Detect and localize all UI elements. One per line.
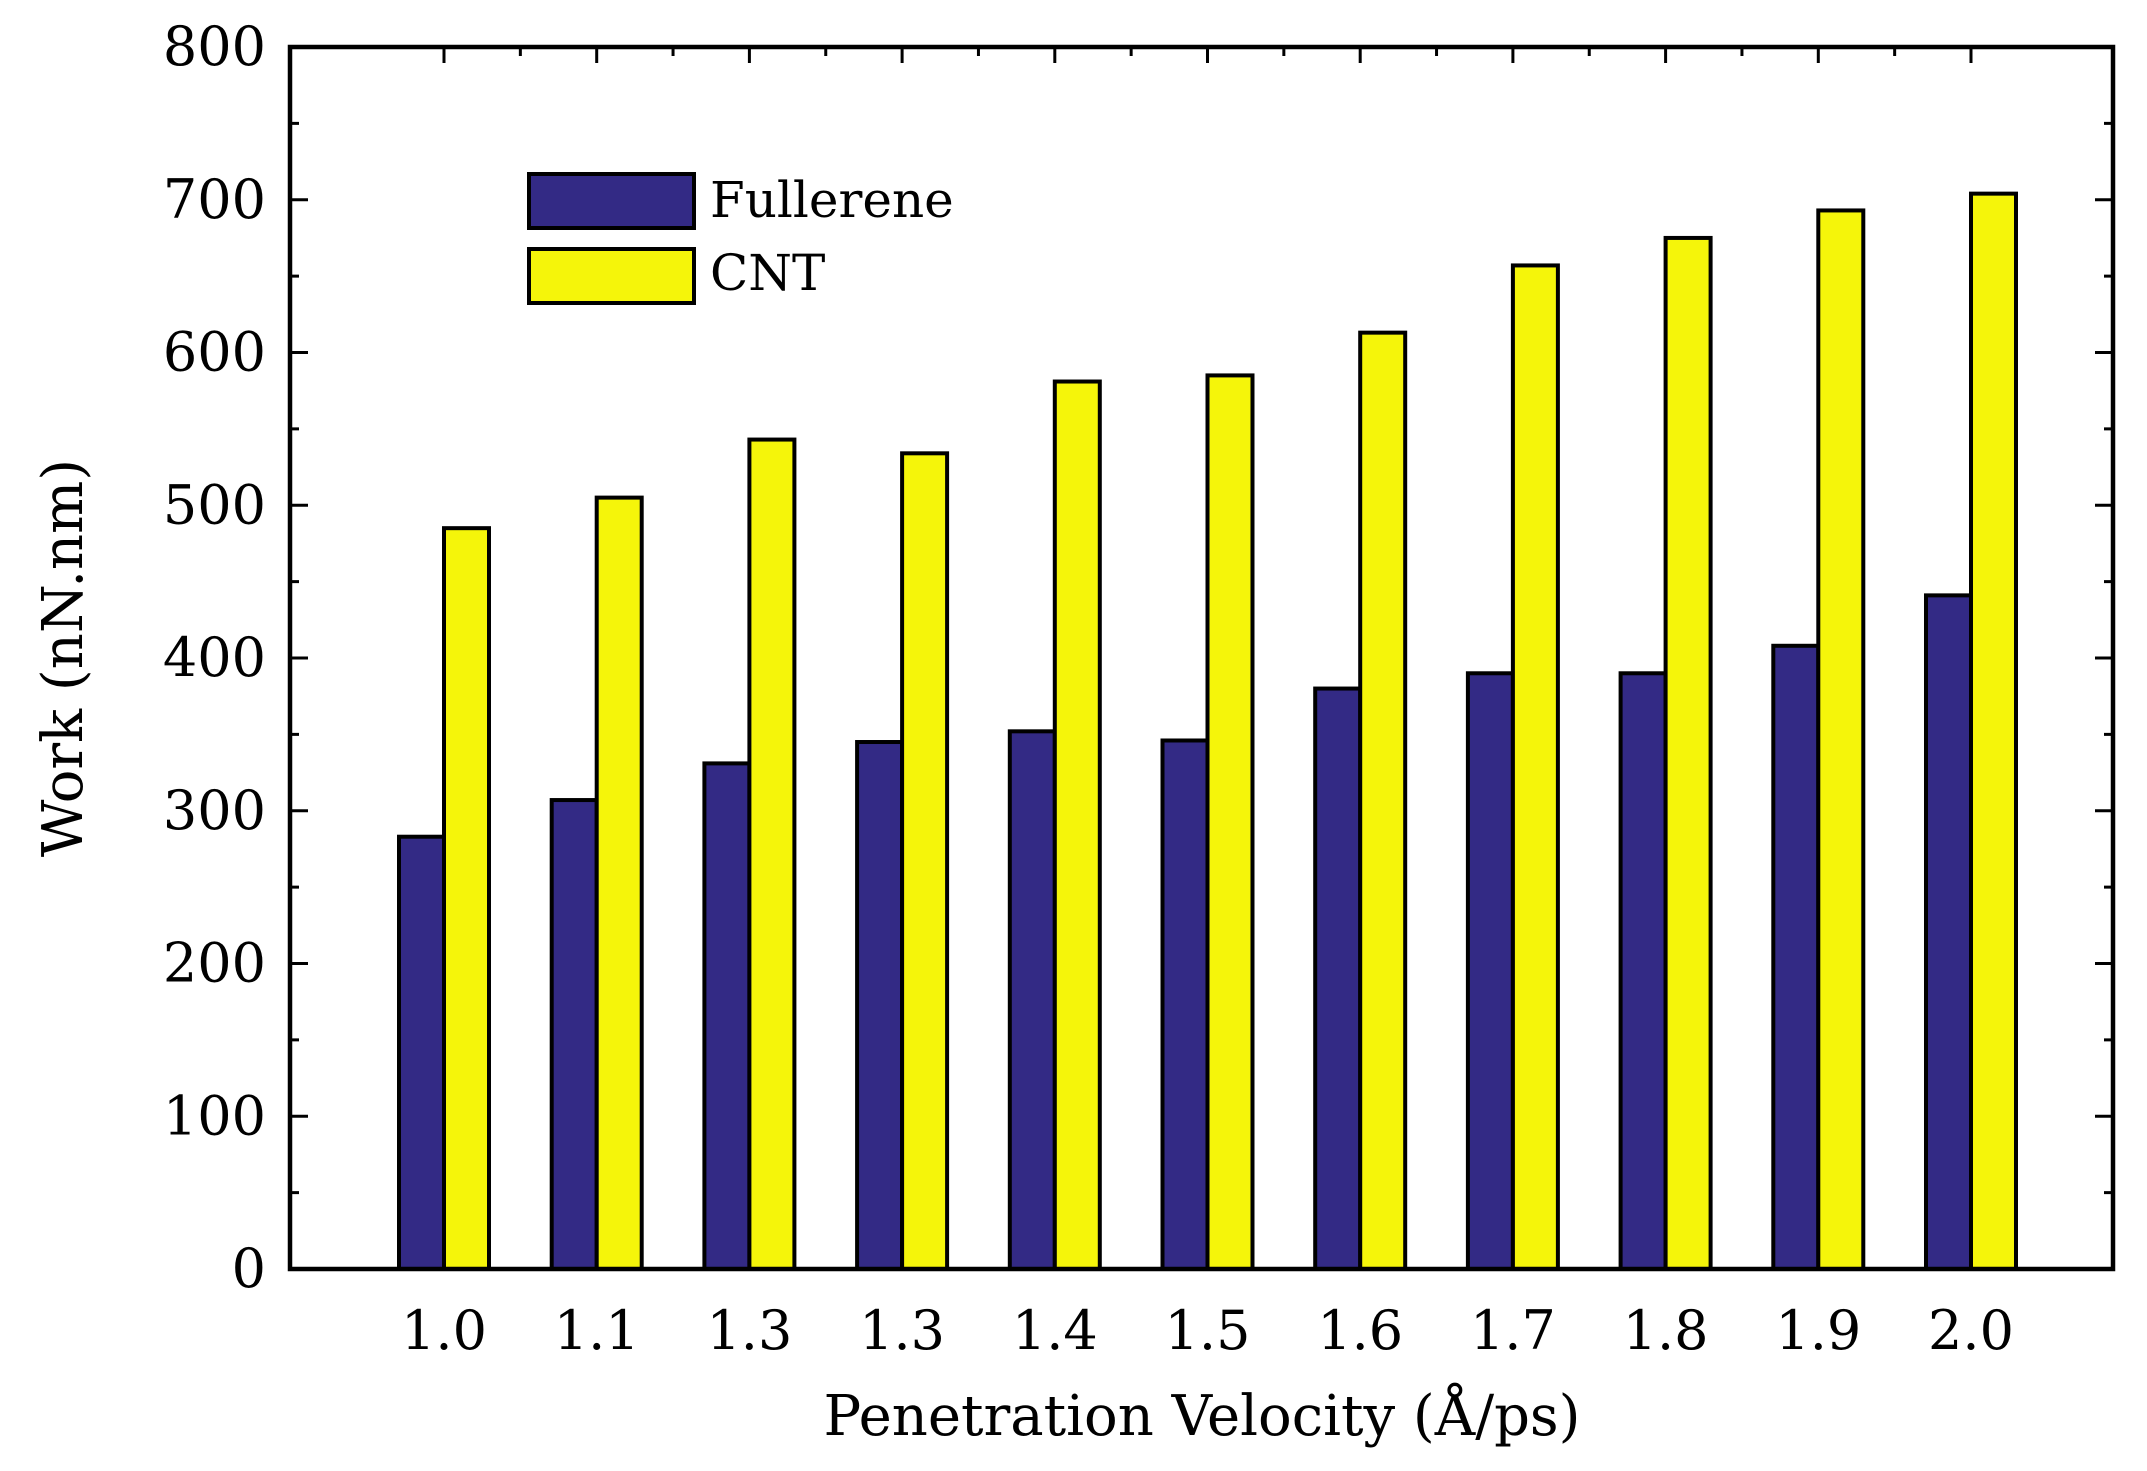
y-tick-label: 200 xyxy=(163,932,266,995)
bar-cnt-0 xyxy=(442,526,491,1271)
y-axis-title: Work (nN.nm) xyxy=(31,459,96,857)
x-tick-label: 1.3 xyxy=(706,1299,792,1362)
y-tick-label: 0 xyxy=(232,1237,266,1300)
bar-cnt-1 xyxy=(594,495,644,1271)
bar-fullerene-2 xyxy=(702,761,752,1272)
y-tick-label: 600 xyxy=(163,321,266,384)
bars-layer xyxy=(397,191,2018,1272)
bar-cnt-3 xyxy=(900,451,950,1271)
legend-label-fullerene: Fullerene xyxy=(710,171,954,229)
y-tick-label: 400 xyxy=(163,626,266,689)
labels-layer: 1.0 1.1 1.3 1.3 1.4 1.5 1.6 1.7 1.8 1.9 2.0 0 100 200… xyxy=(163,15,2014,1362)
x-tick-label: 2.0 xyxy=(1928,1299,2014,1362)
bar-cnt-7 xyxy=(1510,263,1560,1271)
plot-frame xyxy=(287,44,2116,1272)
y-tick-label: 100 xyxy=(163,1084,266,1147)
x-tick-label: 1.3 xyxy=(859,1299,945,1362)
legend-label-cnt: CNT xyxy=(710,244,825,302)
bar-fullerene-3 xyxy=(855,740,905,1271)
bar-fullerene-1 xyxy=(549,798,599,1271)
bar-cnt-6 xyxy=(1358,330,1408,1271)
x-tick-label: 1.8 xyxy=(1623,1299,1709,1362)
x-tick-label: 1.6 xyxy=(1317,1299,1403,1362)
x-tick-label: 1.0 xyxy=(401,1299,487,1362)
x-tick-label: 1.4 xyxy=(1012,1299,1098,1362)
y-tick-label: 500 xyxy=(163,473,266,536)
bar-cnt-2 xyxy=(747,437,797,1271)
bar-fullerene-8 xyxy=(1618,671,1668,1271)
legend-swatch-fullerene xyxy=(527,172,696,230)
x-tick-label: 1.7 xyxy=(1470,1299,1556,1362)
bar-cnt-10 xyxy=(1969,191,2018,1271)
legend: Fullerene CNT xyxy=(527,171,954,305)
bar-cnt-9 xyxy=(1816,208,1866,1271)
bar-cnt-5 xyxy=(1205,373,1255,1272)
x-axis-title: Penetration Velocity (Å/ps) xyxy=(823,1382,1580,1449)
bar-fullerene-0 xyxy=(397,834,446,1272)
bar-cnt-8 xyxy=(1663,235,1713,1271)
bar-fullerene-10 xyxy=(1924,593,1973,1271)
bar-fullerene-5 xyxy=(1160,738,1210,1271)
bar-fullerene-4 xyxy=(1007,729,1057,1271)
y-tick-label: 700 xyxy=(163,168,266,231)
y-tick-label: 800 xyxy=(163,15,266,78)
bar-fullerene-7 xyxy=(1465,671,1515,1271)
bar-fullerene-6 xyxy=(1313,686,1363,1271)
bar-fullerene-9 xyxy=(1771,643,1821,1271)
x-tick-label: 1.1 xyxy=(554,1299,640,1362)
bar-cnt-4 xyxy=(1052,379,1102,1271)
y-tick-label: 300 xyxy=(163,779,266,842)
x-tick-label: 1.5 xyxy=(1165,1299,1251,1362)
legend-swatch-cnt xyxy=(527,247,696,305)
x-tick-label: 1.9 xyxy=(1775,1299,1861,1362)
